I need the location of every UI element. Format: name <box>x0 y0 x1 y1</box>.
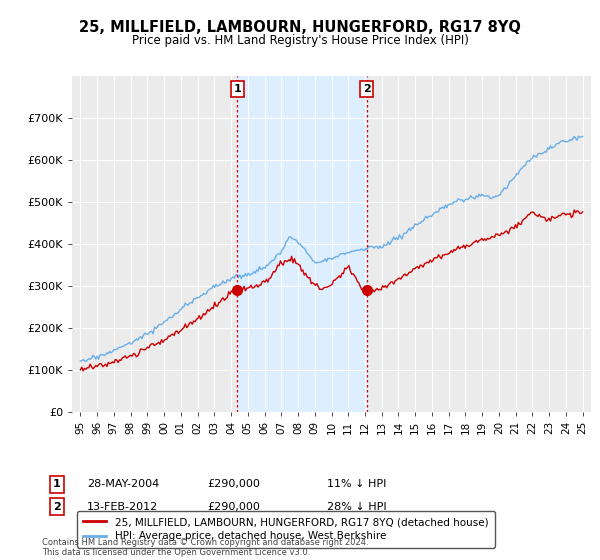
Text: 13-FEB-2012: 13-FEB-2012 <box>87 502 158 512</box>
Text: 2: 2 <box>363 84 371 94</box>
Text: Contains HM Land Registry data © Crown copyright and database right 2024.
This d: Contains HM Land Registry data © Crown c… <box>42 538 368 557</box>
Text: 28-MAY-2004: 28-MAY-2004 <box>87 479 159 489</box>
Bar <box>238 76 367 412</box>
Text: 28% ↓ HPI: 28% ↓ HPI <box>327 502 386 512</box>
Text: £290,000: £290,000 <box>207 502 260 512</box>
Text: 2: 2 <box>53 502 61 512</box>
Legend: 25, MILLFIELD, LAMBOURN, HUNGERFORD, RG17 8YQ (detached house), HPI: Average pri: 25, MILLFIELD, LAMBOURN, HUNGERFORD, RG1… <box>77 511 494 548</box>
Text: £290,000: £290,000 <box>207 479 260 489</box>
Text: 1: 1 <box>53 479 61 489</box>
Text: 25, MILLFIELD, LAMBOURN, HUNGERFORD, RG17 8YQ: 25, MILLFIELD, LAMBOURN, HUNGERFORD, RG1… <box>79 20 521 35</box>
Text: Price paid vs. HM Land Registry's House Price Index (HPI): Price paid vs. HM Land Registry's House … <box>131 34 469 46</box>
Text: 1: 1 <box>233 84 241 94</box>
Text: 11% ↓ HPI: 11% ↓ HPI <box>327 479 386 489</box>
